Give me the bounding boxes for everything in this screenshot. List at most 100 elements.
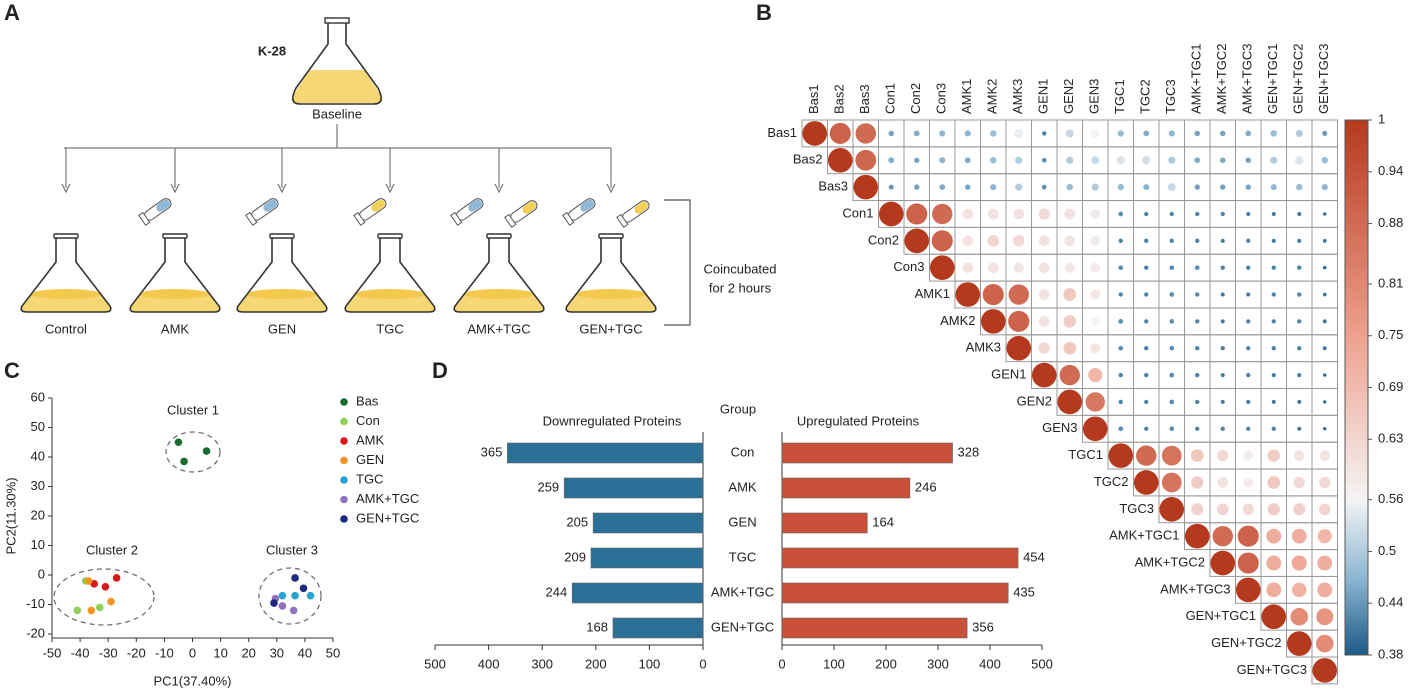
correlation-dot [990, 184, 997, 191]
correlation-dot [1271, 399, 1276, 404]
value-label: 356 [972, 619, 994, 634]
y-tick-label: 40 [31, 448, 45, 463]
correlation-dot [964, 157, 971, 164]
tube-liquid [371, 199, 386, 212]
correlation-dot [965, 184, 971, 190]
panel-label: A [4, 0, 20, 25]
correlation-dot [1169, 265, 1175, 271]
correlation-dot [1038, 208, 1050, 220]
column-label: AMK+TGC1 [1189, 44, 1204, 114]
row-label: AMK+TGC3 [1160, 581, 1230, 596]
colorbar-tick-label: 0.5 [1378, 543, 1396, 558]
correlation-dot [1297, 346, 1302, 351]
correlation-dot [855, 123, 876, 144]
flask-surface [140, 289, 210, 299]
row-label: GEN3 [1042, 420, 1077, 435]
tube-liquid [580, 199, 595, 212]
legend-label: AMK [356, 432, 385, 447]
correlation-dot [1322, 130, 1328, 136]
tube [138, 198, 172, 226]
correlation-dot [1169, 372, 1175, 378]
correlation-dot [1315, 634, 1334, 653]
x-tick-label: 200 [585, 656, 607, 671]
column-label: Con1 [883, 83, 898, 114]
point [299, 584, 308, 593]
correlation-dot [906, 203, 928, 225]
row-label: TGC3 [1119, 501, 1154, 516]
correlation-dot [1144, 372, 1149, 378]
tube-liquid [634, 201, 649, 214]
correlation-dot [1246, 238, 1251, 243]
column-label: AMK+TGC3 [1240, 44, 1255, 114]
correlation-dot [1064, 262, 1075, 273]
correlation-dot [1013, 208, 1025, 220]
tube [353, 198, 387, 226]
correlation-dot [1169, 426, 1175, 432]
correlation-dot [1297, 373, 1302, 378]
correlation-dot [1220, 373, 1225, 378]
correlation-dot [1245, 157, 1251, 163]
correlation-dot [888, 184, 894, 190]
correlation-dot [1142, 156, 1151, 165]
correlation-dot [853, 174, 879, 200]
correlation-dot [1235, 577, 1261, 603]
correlation-dot [1296, 183, 1303, 191]
row-label: AMK1 [915, 286, 950, 301]
correlation-dot [1292, 582, 1307, 598]
correlation-dot [1317, 555, 1333, 571]
correlation-dot [1015, 156, 1023, 164]
flask-surface [576, 289, 646, 299]
correlation-dot [1322, 238, 1327, 243]
correlation-dot [980, 309, 1006, 334]
panel-label: C [4, 358, 20, 383]
correlation-dot [1091, 156, 1100, 165]
correlation-dot [1220, 292, 1225, 297]
correlation-dot [1270, 184, 1277, 191]
bar [507, 442, 704, 464]
correlation-dot [1144, 265, 1149, 270]
correlation-dot [1317, 582, 1333, 598]
correlation-dot [1063, 315, 1076, 328]
value-label: 365 [481, 444, 503, 459]
correlation-dot [932, 203, 953, 225]
tube-cap [138, 211, 151, 226]
correlation-dot [1220, 130, 1226, 137]
correlation-dot [1118, 265, 1124, 271]
point [291, 574, 299, 582]
correlation-dot [1246, 346, 1251, 351]
correlation-dot [1297, 319, 1302, 324]
correlation-dot [1242, 503, 1254, 515]
legend-label: TGC [356, 471, 383, 486]
value-label: 164 [872, 514, 894, 529]
correlation-dot [1090, 262, 1101, 273]
baseline-flask [292, 21, 382, 105]
column-label: AMK2 [985, 79, 1000, 114]
y-axis-label: PC2(11.30%) [3, 477, 18, 554]
correlation-dot [1118, 238, 1123, 243]
bar [781, 547, 1019, 569]
correlation-dot [914, 157, 920, 163]
row-label: Con2 [868, 232, 899, 247]
correlation-dot [1261, 604, 1287, 630]
x-tick-label: -20 [127, 645, 146, 660]
correlation-dot [1038, 342, 1050, 354]
group-label: AMK+TGC [467, 321, 530, 336]
correlation-dot [1217, 477, 1229, 488]
x-tick-label: 500 [424, 656, 446, 671]
legend-label: Con [356, 413, 380, 428]
correlation-dot [1271, 292, 1276, 297]
note: for 2 hours [709, 280, 772, 295]
correlation-dot [1297, 211, 1302, 216]
correlation-dot [1133, 470, 1159, 495]
y-tick-label: -20 [26, 625, 45, 640]
group-header: Group [720, 401, 756, 416]
x-tick-label: -50 [43, 645, 62, 660]
correlation-dot [1195, 372, 1200, 378]
correlation-dot [1286, 631, 1312, 656]
value-label: 209 [564, 549, 586, 564]
correlation-dot [1090, 343, 1101, 354]
bar [563, 477, 704, 499]
correlation-dot [1038, 316, 1050, 327]
row-label: AMK2 [940, 313, 975, 328]
